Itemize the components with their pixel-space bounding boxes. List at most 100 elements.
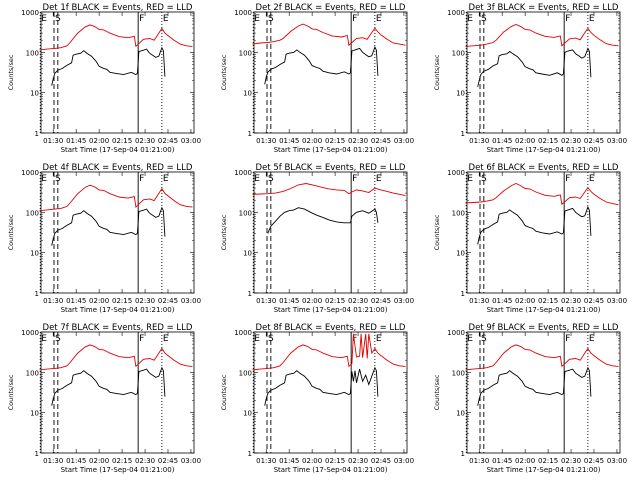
x-tick-label: 03:00 (607, 137, 627, 145)
y-tick-label: 100 (452, 49, 465, 57)
x-tick-label: 02:15 (325, 137, 345, 145)
plot-frame (253, 11, 408, 134)
x-tick-label: 03:00 (394, 457, 414, 465)
x-tick-label: 02:45 (158, 137, 178, 145)
x-tick-label: 02:30 (135, 457, 155, 465)
marker-label: E (41, 14, 47, 24)
lld-series-line (252, 333, 406, 371)
y-axis-label: Counts/sec (7, 374, 15, 410)
y-tick-label: 1000 (447, 329, 465, 337)
x-tick-label: 01:30 (43, 297, 63, 305)
y-tick-label: 100 (452, 369, 465, 377)
lld-series-line (252, 183, 406, 197)
x-axis-label: Start Time (17-Sep-04 01:21:00) (61, 306, 175, 314)
x-tick-label: 01:45 (66, 137, 86, 145)
marker-label: S (55, 334, 61, 344)
marker-label: E (254, 14, 260, 24)
x-axis: 01:30 01:45 02:00 02:15 02:30 02:45 03:00 Start… (43, 332, 201, 474)
x-axis: 01:30 01:45 02:00 02:15 02:30 02:45 03:00 Start… (256, 172, 414, 314)
y-tick-label: 10 (456, 410, 465, 418)
x-tick-label: 02:15 (538, 457, 558, 465)
marker-label: F (139, 174, 144, 184)
marker-label: E (41, 334, 47, 344)
events-series-line (51, 366, 166, 406)
x-tick-label: 01:45 (279, 137, 299, 145)
x-axis-label: Start Time (17-Sep-04 01:21:00) (274, 466, 388, 474)
x-tick-label: 02:45 (371, 297, 391, 305)
chart-panel-4: Det 4f BLACK = Events, RED = LLD 1 10 100 10… (7, 163, 201, 314)
x-axis: 01:30 01:45 02:00 02:15 02:30 02:45 03:00 Start… (256, 12, 414, 154)
x-tick-label: 01:45 (279, 457, 299, 465)
events-series-line (264, 45, 379, 85)
y-tick-label: 100 (26, 209, 39, 217)
marker-label: S (481, 334, 487, 344)
y-axis-label: Counts/sec (433, 54, 441, 90)
x-tick-label: 02:00 (302, 137, 322, 145)
y-tick-label: 100 (26, 49, 39, 57)
y-tick-label: 1000 (21, 9, 39, 17)
y-axis-label: Counts/sec (433, 214, 441, 250)
x-axis: 01:30 01:45 02:00 02:15 02:30 02:45 03:00 Start… (469, 172, 627, 314)
lld-series-line (39, 184, 193, 212)
x-tick-label: 01:45 (492, 137, 512, 145)
x-tick-label: 02:45 (158, 457, 178, 465)
x-tick-label: 02:15 (325, 297, 345, 305)
chart-panel-7: Det 7f BLACK = Events, RED = LLD 1 10 100 10… (7, 323, 201, 474)
x-tick-label: 03:00 (607, 297, 627, 305)
marker-label: F (139, 14, 144, 24)
plot-frame (40, 331, 195, 454)
panel-title: Det 9f BLACK = Events, RED = LLD (469, 323, 619, 333)
panel-title: Det 3f BLACK = Events, RED = LLD (469, 3, 619, 13)
marker-label: E (376, 14, 382, 24)
marker-label: S (268, 334, 274, 344)
x-tick-label: 02:45 (584, 297, 604, 305)
y-tick-label: 10 (243, 90, 252, 98)
marker-label: F (139, 334, 144, 344)
y-axis: 1 10 100 1000 Counts/sec (433, 9, 620, 138)
x-tick-label: 02:30 (348, 457, 368, 465)
y-tick-label: 10 (456, 250, 465, 258)
y-tick-label: 100 (239, 49, 252, 57)
y-tick-label: 1000 (447, 169, 465, 177)
events-series-line (267, 207, 379, 234)
x-tick-label: 01:30 (469, 457, 489, 465)
x-tick-label: 02:00 (89, 137, 109, 145)
x-tick-label: 02:45 (584, 457, 604, 465)
chart-panel-3: Det 3f BLACK = Events, RED = LLD 1 10 100 10… (433, 3, 627, 154)
x-tick-label: 02:15 (112, 457, 132, 465)
x-tick-label: 02:30 (561, 137, 581, 145)
marker-label: F (565, 14, 570, 24)
chart-panel-9: Det 9f BLACK = Events, RED = LLD 1 10 100 10… (433, 323, 627, 474)
marker-label: S (481, 174, 487, 184)
x-axis: 01:30 01:45 02:00 02:15 02:30 02:45 03:00 Start… (469, 12, 627, 154)
marker-label: E (589, 174, 595, 184)
x-tick-label: 02:45 (371, 137, 391, 145)
x-axis: 01:30 01:45 02:00 02:15 02:30 02:45 03:00 Start… (256, 332, 414, 474)
y-tick-label: 100 (452, 209, 465, 217)
x-tick-label: 02:30 (135, 297, 155, 305)
x-tick-label: 03:00 (394, 297, 414, 305)
y-tick-label: 1 (248, 130, 252, 138)
x-axis-label: Start Time (17-Sep-04 01:21:00) (487, 146, 601, 154)
plot-frame (40, 171, 195, 294)
lld-series-line (252, 23, 406, 47)
x-tick-label: 03:00 (181, 137, 201, 145)
x-tick-label: 01:45 (66, 297, 86, 305)
plot-frame (466, 171, 621, 294)
events-series-line (477, 366, 592, 406)
y-tick-label: 1 (461, 290, 465, 298)
y-axis-label: Counts/sec (7, 214, 15, 250)
x-tick-label: 02:30 (135, 137, 155, 145)
y-axis: 1 10 100 1000 Counts/sec (433, 169, 620, 298)
y-axis-label: Counts/sec (220, 374, 228, 410)
y-tick-label: 10 (243, 250, 252, 258)
x-axis-label: Start Time (17-Sep-04 01:21:00) (487, 306, 601, 314)
marker-label: E (254, 174, 260, 184)
x-tick-label: 02:15 (325, 457, 345, 465)
x-tick-label: 02:00 (89, 297, 109, 305)
